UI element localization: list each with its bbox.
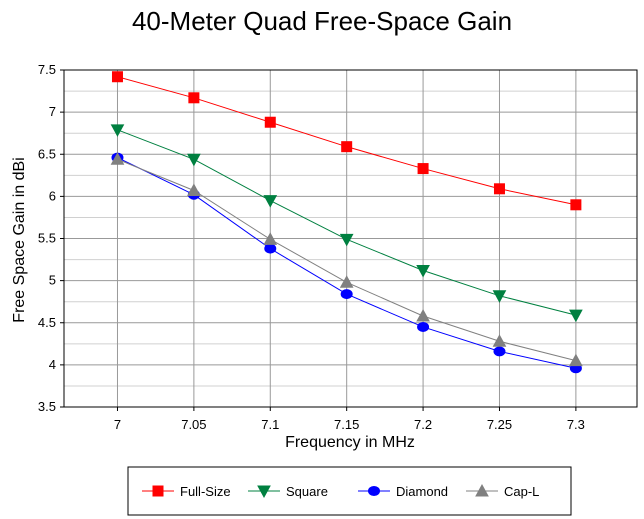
data-point-square	[416, 265, 430, 278]
data-point-square	[569, 309, 583, 323]
data-point-full-size	[417, 163, 429, 175]
y-tick-label: 7	[49, 104, 56, 119]
data-point-cap-l	[569, 353, 583, 367]
data-point-cap-l	[339, 275, 354, 288]
data-point-cap-l	[110, 152, 125, 165]
y-tick-label: 5.5	[38, 231, 56, 246]
data-point-cap-l	[416, 308, 430, 322]
x-tick-label: 7.15	[334, 417, 359, 432]
data-point-full-size	[111, 71, 123, 83]
x-tick-label: 7.2	[414, 417, 432, 432]
y-axis-label: Free Space Gain in dBi	[11, 157, 28, 322]
x-tick-label: 7.25	[487, 417, 512, 432]
legend-marker-diamond	[368, 486, 380, 496]
data-point-square	[339, 233, 354, 247]
legend: Full-Size Square Diamond Cap-L	[127, 466, 572, 516]
y-tick-label: 6	[49, 188, 56, 203]
data-point-cap-l	[492, 334, 507, 347]
data-point-diamond	[340, 289, 353, 300]
data-point-diamond	[493, 346, 506, 357]
y-tick-label: 3.5	[38, 399, 56, 414]
x-tick-label: 7.05	[181, 417, 206, 432]
y-tick-label: 7.5	[38, 62, 56, 77]
x-tick-label: 7.1	[261, 417, 279, 432]
data-point-full-size	[570, 199, 582, 211]
legend-label-full-size: Full-Size	[180, 484, 231, 499]
data-point-square	[492, 290, 507, 303]
data-point-square	[110, 124, 125, 137]
x-axis-label: Frequency in MHz	[285, 434, 415, 451]
x-tick-label: 7	[114, 417, 121, 432]
x-tick-label: 7.3	[567, 417, 585, 432]
legend-marker-cap-l	[475, 483, 489, 497]
data-point-cap-l	[187, 183, 201, 196]
y-tick-label: 4.5	[38, 315, 56, 330]
data-point-full-size	[341, 141, 353, 153]
data-point-diamond	[264, 243, 277, 254]
data-point-full-size	[188, 92, 200, 104]
legend-marker-full-size	[152, 485, 164, 497]
y-tick-label: 6.5	[38, 146, 56, 161]
chart-title: 40-Meter Quad Free-Space Gain	[132, 6, 512, 36]
plot-area: 3.5 4 4.5 5 5.5 6 6.5 7 7.5 7 7.05 7.1 7.15 7.2 7.25 7.…	[38, 62, 638, 432]
data-point-diamond	[417, 321, 430, 332]
legend-marker-square	[257, 485, 271, 499]
data-point-full-size	[264, 116, 276, 128]
data-point-full-size	[493, 183, 505, 195]
data-point-cap-l	[263, 232, 278, 245]
y-tick-label: 5	[49, 273, 56, 288]
y-tick-label: 4	[49, 357, 56, 372]
legend-label-cap-l: Cap-L	[504, 484, 539, 499]
legend-label-square: Square	[286, 484, 328, 499]
data-point-square	[263, 195, 278, 208]
data-point-square	[187, 153, 201, 167]
legend-label-diamond: Diamond	[396, 484, 448, 499]
